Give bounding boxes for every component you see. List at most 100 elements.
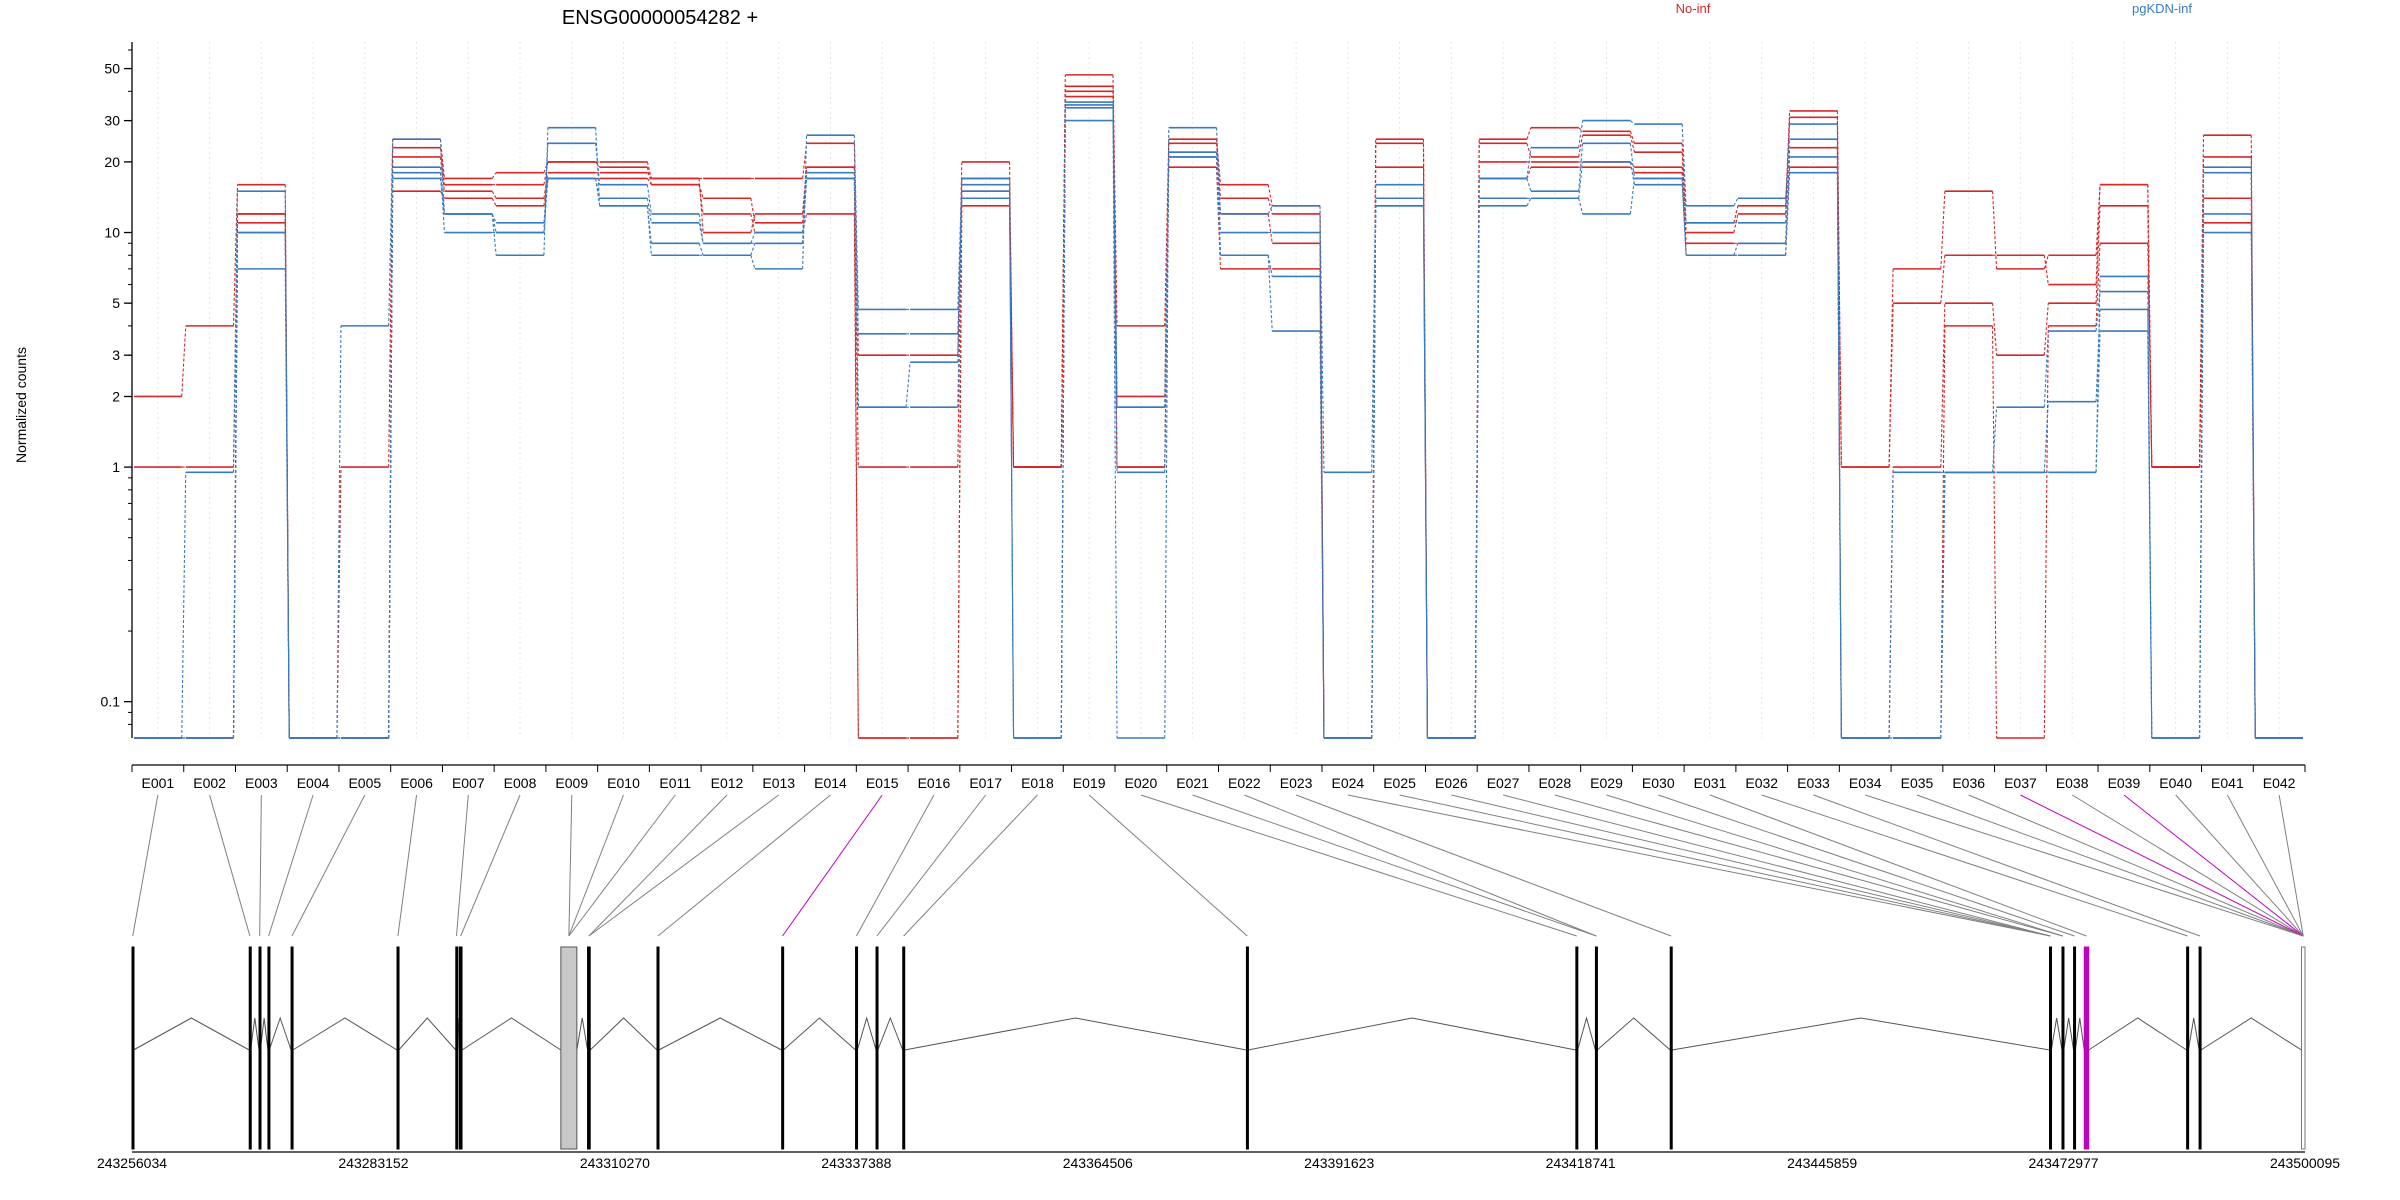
- exon: [396, 946, 400, 1150]
- x-tick-label: E018: [1021, 775, 1054, 791]
- x-tick-label: E031: [1694, 775, 1727, 791]
- series-connector: [853, 135, 859, 310]
- exon: [267, 946, 271, 1150]
- series-connector: [750, 243, 756, 256]
- series-connector: [698, 222, 704, 244]
- x-tick-label: E020: [1125, 775, 1158, 791]
- series-connector: [1267, 205, 1273, 215]
- series-connector: [2250, 213, 2256, 739]
- series-connector: [957, 205, 963, 739]
- series-connector: [1785, 124, 1791, 223]
- series-connector: [543, 178, 549, 233]
- series-connector: [646, 161, 652, 179]
- series-connector: [1940, 303, 1946, 468]
- feature-connector: [1088, 794, 1248, 937]
- intron: [250, 1017, 260, 1051]
- exon: [875, 946, 879, 1150]
- coord-tick-label: 243364506: [1063, 1155, 1133, 1171]
- series-connector: [491, 172, 497, 179]
- feature-connectors: [132, 794, 2304, 937]
- x-tick-labels: E001 E002 E003 E004 E005 E006 E007 E008 E009 E010…: [142, 775, 2296, 791]
- feature-connector: [132, 794, 159, 937]
- feature-connector: [1968, 794, 2304, 937]
- x-tick-label: E009: [555, 775, 588, 791]
- exon: [1669, 946, 1673, 1150]
- series-connector: [646, 172, 652, 179]
- series-connector: [1785, 117, 1791, 214]
- x-tick-label: E005: [348, 775, 381, 791]
- x-tick-label: E021: [1176, 775, 1209, 791]
- feature-connector: [568, 794, 676, 937]
- series-connector: [1836, 117, 1842, 468]
- series-connector: [1526, 127, 1532, 140]
- intron: [2063, 1017, 2075, 1051]
- y-tick-label: 1: [112, 459, 120, 475]
- x-tick-label: E001: [142, 775, 175, 791]
- series-connector: [646, 205, 652, 256]
- intron: [268, 1016, 292, 1051]
- series-connector: [957, 178, 963, 310]
- series-connector: [1371, 205, 1377, 739]
- series-connector: [232, 184, 239, 326]
- x-tick-label: E028: [1538, 775, 1571, 791]
- series-connector: [750, 213, 756, 233]
- series-connector: [595, 127, 601, 206]
- exon: [455, 946, 459, 1150]
- feature-connector: [657, 794, 831, 937]
- series-connector: [2095, 309, 2101, 402]
- series-connector: [1888, 303, 1894, 468]
- feature-connector: [1244, 794, 1597, 937]
- feature-connector: [455, 794, 469, 937]
- x-tick-label: E037: [2004, 775, 2037, 791]
- series-connector: [750, 198, 756, 223]
- series-connector: [2095, 184, 2101, 285]
- feature-connector: [1761, 794, 2188, 937]
- series-connector: [2095, 291, 2101, 332]
- series-connector: [284, 232, 290, 739]
- series-connector: [1578, 127, 1584, 132]
- y-axis-label: Normalized counts: [13, 347, 29, 463]
- series-connector: [439, 156, 445, 192]
- series-connector: [802, 167, 808, 215]
- y-tick-label: 50: [104, 61, 120, 77]
- coord-tick-label: 243500095: [2270, 1155, 2340, 1171]
- series-connector: [1319, 331, 1325, 739]
- series-connector: [2198, 232, 2205, 739]
- series-connector: [2198, 222, 2205, 468]
- series-connector: [646, 205, 652, 244]
- coord-tick-label: 243418741: [1546, 1155, 1616, 1171]
- intron: [292, 1017, 398, 1051]
- intron: [398, 1017, 457, 1051]
- feature-connector: [259, 794, 262, 937]
- x-tick-label: E041: [2211, 775, 2244, 791]
- series-connector: [2147, 243, 2153, 468]
- x-tick-label: E038: [2056, 775, 2089, 791]
- series-connector: [595, 161, 601, 168]
- series-connector: [802, 178, 808, 244]
- series-connector: [957, 191, 963, 408]
- intron: [1248, 1017, 1576, 1051]
- feature-connector: [1658, 794, 2075, 937]
- feature-connector: [2226, 794, 2304, 937]
- series-connector: [1060, 102, 1066, 739]
- plot-axes: 0.1 1 2 3 5 10 20 30 50: [101, 42, 2306, 772]
- series-connector: [491, 213, 497, 256]
- series-connector: [750, 213, 756, 233]
- x-tick-label: E025: [1383, 775, 1416, 791]
- series-connector: [491, 190, 497, 199]
- feature-connector: [1813, 794, 2201, 937]
- series-connector: [1422, 205, 1429, 739]
- series-connector: [750, 255, 756, 270]
- series-connector: [1681, 178, 1687, 256]
- feature-connector: [1502, 794, 2051, 937]
- x-tick-label: E002: [193, 775, 226, 791]
- x-tick-label: E026: [1435, 775, 1468, 791]
- series-connector: [181, 472, 187, 739]
- x-tick-label: E036: [1952, 775, 1985, 791]
- series-connector: [1474, 139, 1480, 739]
- x-tick-label: E006: [400, 775, 433, 791]
- series-connector: [1992, 191, 1998, 269]
- intron: [589, 1017, 658, 1051]
- exon: [781, 946, 785, 1150]
- feature-connector: [588, 794, 728, 937]
